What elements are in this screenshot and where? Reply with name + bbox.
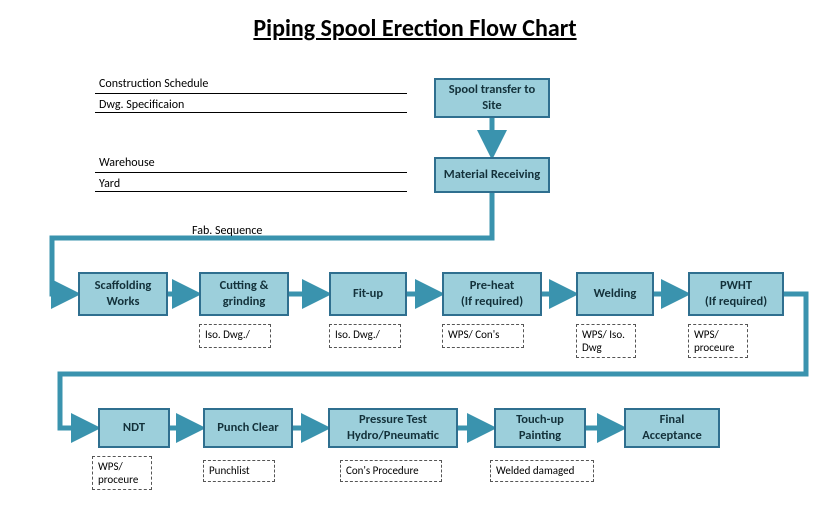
annotation-a5: Fab. Sequence <box>192 225 262 238</box>
d-pwht: WPS/proceure <box>688 324 748 358</box>
n-touchup: Touch-upPainting <box>494 408 586 448</box>
d-weld: WPS/ Iso.Dwg <box>576 324 636 358</box>
d-fitup: Iso. Dwg./ <box>329 324 401 348</box>
d-preheat: WPS/ Con's <box>442 324 524 348</box>
d-ndt: WPS/proceure <box>92 456 152 490</box>
divider-0 <box>95 93 407 94</box>
n-fitup: Fit-up <box>329 272 407 316</box>
n-material: Material Receiving <box>434 157 550 193</box>
d-punch: Punchlist <box>203 460 275 482</box>
n-preheat: Pre-heat(If required) <box>442 272 542 316</box>
d-cut: Iso. Dwg./ <box>199 324 271 348</box>
annotation-a1: Construction Schedule <box>99 78 208 91</box>
n-weld: Welding <box>576 272 654 316</box>
divider-2 <box>95 172 407 173</box>
divider-3 <box>95 191 407 192</box>
n-ndt: NDT <box>98 408 170 448</box>
n-spool: Spool transfer toSite <box>434 78 550 118</box>
n-cut: Cutting &grinding <box>199 272 289 316</box>
n-punch: Punch Clear <box>203 408 293 448</box>
d-touchup: Welded damaged <box>490 460 594 482</box>
n-pwht: PWHT(If required) <box>688 272 784 316</box>
page-title: Piping Spool Erection Flow Chart <box>0 14 830 43</box>
n-pressure: Pressure TestHydro/Pneumatic <box>328 408 458 448</box>
d-pressure: Con's Procedure <box>340 460 442 482</box>
n-scaff: ScaffoldingWorks <box>78 272 168 316</box>
annotation-a4: Yard <box>99 178 120 191</box>
n-final: FinalAcceptance <box>624 408 720 448</box>
annotation-a3: Warehouse <box>99 157 155 170</box>
divider-1 <box>95 112 407 113</box>
annotation-a2: Dwg. Specificaion <box>99 99 184 112</box>
